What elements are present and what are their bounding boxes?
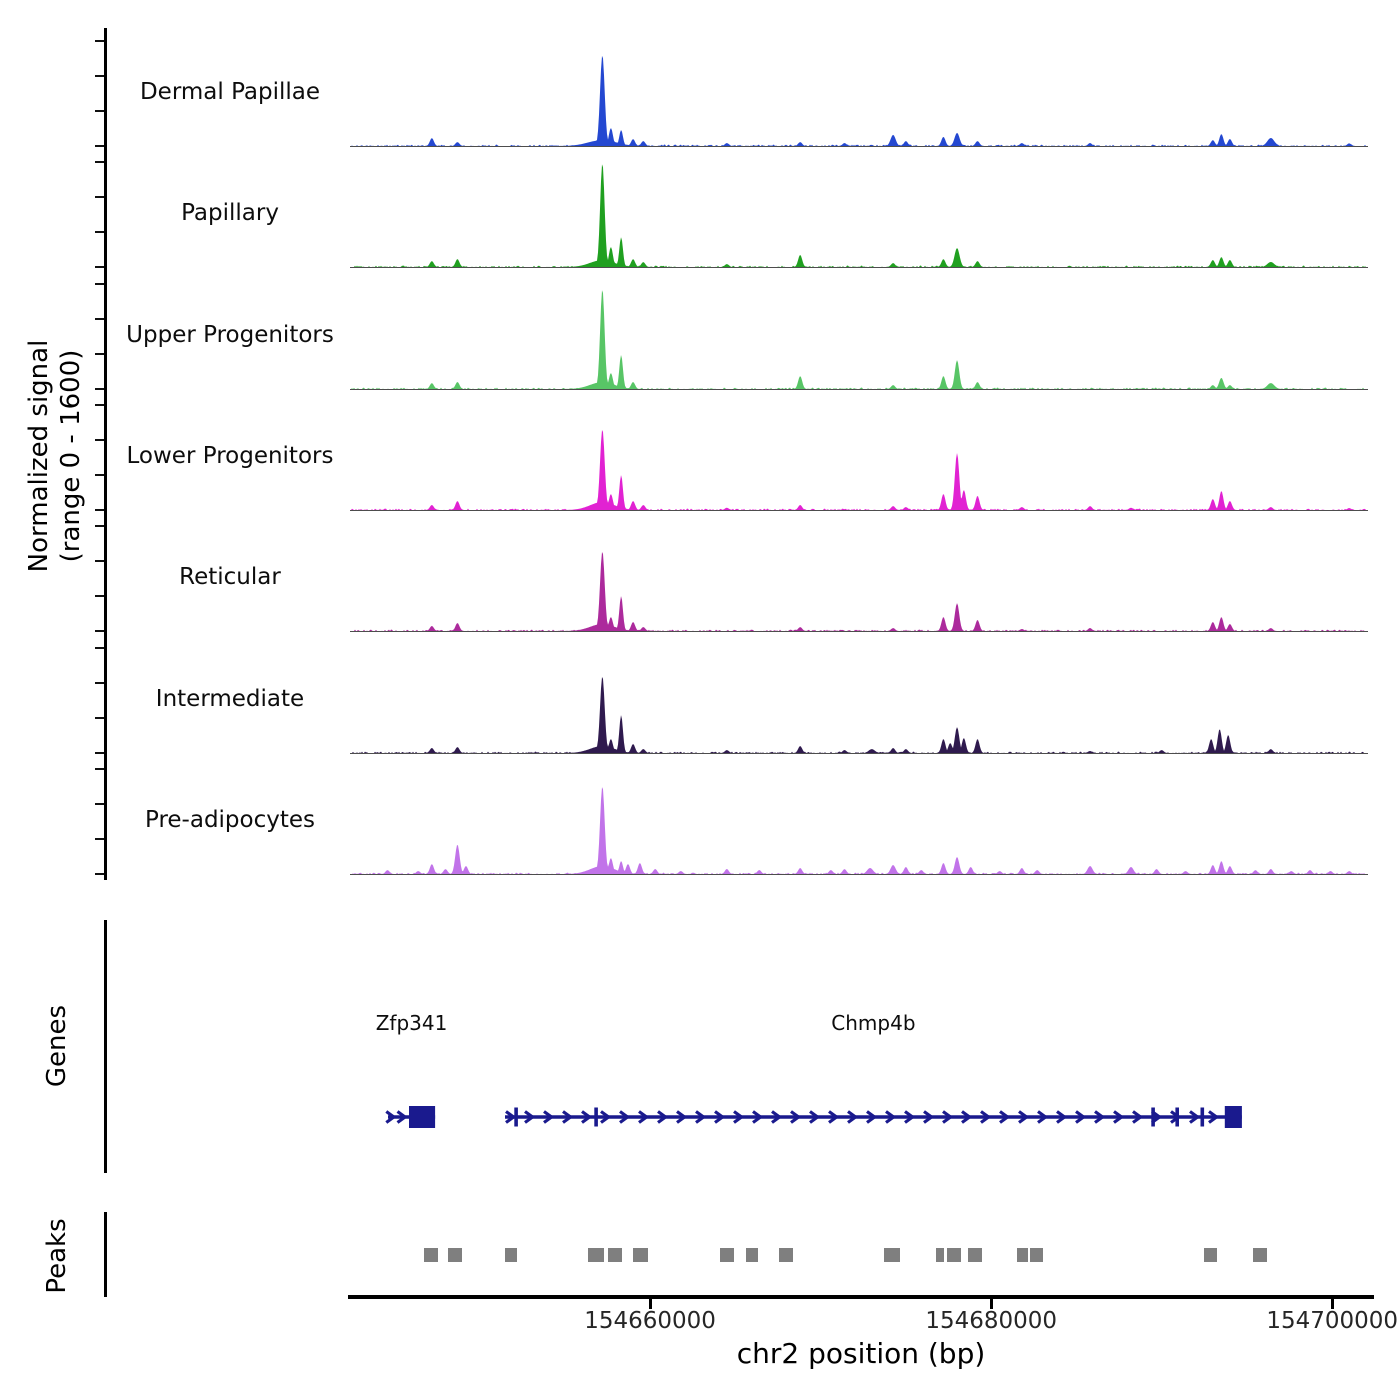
signal-track-upper-progenitors <box>350 290 1368 389</box>
y-tick <box>95 630 104 633</box>
peaks-section-label: Peaks <box>42 1218 72 1294</box>
y-tick <box>95 439 104 442</box>
peak-box <box>633 1248 649 1262</box>
x-axis-title: chr2 position (bp) <box>736 1337 986 1370</box>
gene-label-zfp341: Zfp341 <box>375 1011 448 1035</box>
y-tick <box>95 266 104 269</box>
y-tick <box>95 560 104 563</box>
x-tick <box>648 1299 652 1309</box>
y-tick <box>95 110 104 113</box>
peaks-axis <box>104 1212 107 1297</box>
y-tick <box>95 145 104 148</box>
y-tick <box>95 474 104 477</box>
peak-box <box>720 1248 734 1262</box>
y-axis-label-line1: Normalized signal <box>24 339 54 573</box>
y-tick <box>95 318 104 321</box>
track-baseline <box>350 874 1368 876</box>
y-tick <box>95 353 104 356</box>
peak-box <box>1253 1248 1268 1262</box>
y-tick <box>95 161 104 164</box>
x-tick <box>989 1299 993 1309</box>
track-label-reticular: Reticular <box>179 564 281 590</box>
genes-axis <box>104 920 107 1173</box>
y-tick <box>95 595 104 598</box>
peak-box <box>1017 1248 1029 1262</box>
peak-box <box>608 1248 622 1262</box>
x-tick <box>1330 1299 1334 1309</box>
y-tick <box>95 752 104 755</box>
x-tick-label: 154660000 <box>584 1308 716 1334</box>
track-label-papillary: Papillary <box>181 200 279 226</box>
y-tick <box>95 717 104 720</box>
signal-track-lower-progenitors <box>350 430 1368 510</box>
y-tick <box>95 40 104 43</box>
peak-box <box>947 1248 962 1262</box>
signal-track-reticular <box>350 552 1368 631</box>
peak-box <box>968 1248 983 1262</box>
track-label-pre-adipocytes: Pre-adipocytes <box>144 807 316 833</box>
y-tick <box>95 231 104 234</box>
x-tick-label: 154700000 <box>1266 1308 1399 1334</box>
y-tick <box>95 647 104 650</box>
y-tick <box>95 768 104 771</box>
y-tick <box>95 838 104 841</box>
y-tick <box>95 803 104 806</box>
signal-track-pre-adipocytes <box>350 787 1368 874</box>
track-label-lower-progenitors: Lower Progenitors <box>126 443 334 469</box>
track-baseline <box>350 510 1368 512</box>
peak-box <box>746 1248 758 1262</box>
track-baseline <box>350 631 1368 633</box>
signal-y-axis <box>104 28 107 880</box>
y-tick <box>95 75 104 78</box>
y-tick <box>95 404 104 407</box>
peak-box <box>779 1248 793 1262</box>
peak-box <box>448 1248 462 1262</box>
y-tick <box>95 873 104 876</box>
peak-box <box>884 1248 901 1262</box>
track-label-dermal-papillae: Dermal Papillae <box>139 79 321 105</box>
genes-section-label: Genes <box>42 1004 72 1088</box>
peak-box <box>588 1248 604 1262</box>
track-baseline <box>350 267 1368 269</box>
track-baseline <box>350 389 1368 391</box>
signal-track-dermal-papillae <box>350 55 1368 146</box>
y-tick <box>95 509 104 512</box>
y-tick <box>95 283 104 286</box>
y-tick <box>95 196 104 199</box>
peak-box <box>1030 1248 1044 1262</box>
peak-box <box>505 1248 518 1262</box>
y-tick <box>95 525 104 528</box>
track-label-upper-progenitors: Upper Progenitors <box>126 322 334 348</box>
y-tick <box>95 388 104 391</box>
track-baseline <box>350 753 1368 755</box>
y-axis-label: Normalized signal (range 0 - 1600) <box>22 306 88 606</box>
peak-box <box>424 1248 438 1262</box>
track-label-intermediate: Intermediate <box>155 686 305 712</box>
peak-box <box>936 1248 945 1262</box>
x-axis-line <box>348 1295 1374 1299</box>
y-axis-label-line2: (range 0 - 1600) <box>56 349 86 563</box>
gene-models-track <box>385 1106 1242 1128</box>
signal-track-papillary <box>350 164 1368 267</box>
x-tick-label: 154680000 <box>925 1308 1058 1334</box>
track-baseline <box>350 146 1368 148</box>
signal-track-intermediate <box>350 677 1368 753</box>
gene-label-chmp4b: Chmp4b <box>831 1011 916 1035</box>
y-tick <box>95 682 104 685</box>
peak-box <box>1204 1248 1218 1262</box>
